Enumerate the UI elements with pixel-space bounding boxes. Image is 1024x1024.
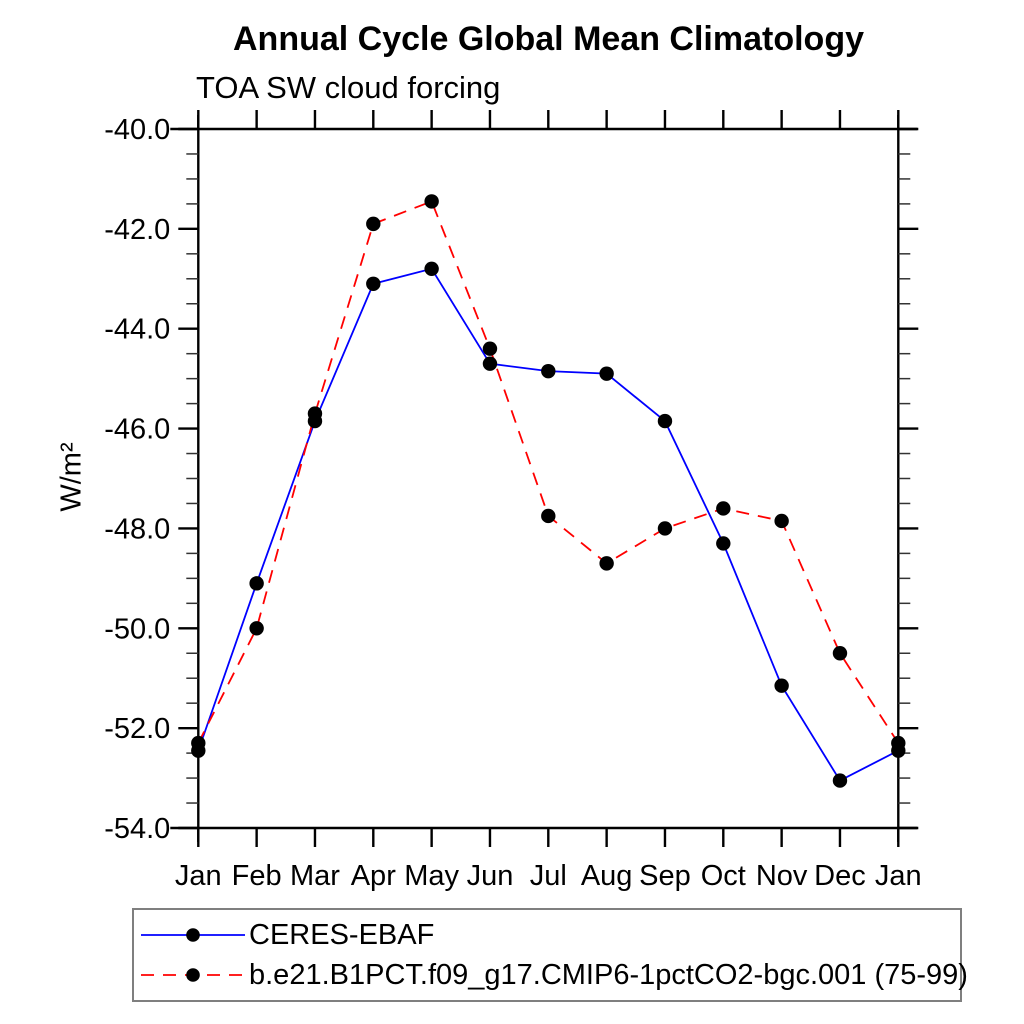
x-tick-label: Feb <box>232 860 282 892</box>
data-point-marker <box>657 521 673 536</box>
legend-item-observation: CERES-EBAF <box>140 915 960 955</box>
data-point-marker <box>424 194 439 209</box>
data-point-marker <box>541 508 556 524</box>
data-point-marker <box>657 413 673 429</box>
data-point-marker <box>832 646 848 661</box>
data-point-marker <box>832 773 848 788</box>
y-tick-label: -50.0 <box>104 613 170 645</box>
legend: CERES-EBAF b.e21.B1PCT.f09_g17.CMIP6-1pc… <box>132 908 968 1002</box>
y-tick-label: -44.0 <box>104 314 170 346</box>
data-point-marker <box>366 216 381 232</box>
x-tick-label: Mar <box>290 860 340 892</box>
x-tick-label: Dec <box>814 860 866 892</box>
legend-dashed-line-sample <box>141 968 245 982</box>
x-tick-label: Jan <box>875 860 922 892</box>
x-tick-label: Jul <box>530 860 567 892</box>
legend-label-model: b.e21.B1PCT.f09_g17.CMIP6-1pctCO2-bgc.00… <box>249 958 968 991</box>
data-point-marker <box>249 576 264 591</box>
y-tick-label: -42.0 <box>104 214 170 246</box>
legend-solid-line-sample <box>141 928 245 942</box>
data-point-marker <box>774 678 789 693</box>
y-tick-label: -54.0 <box>104 813 170 845</box>
data-point-marker <box>366 276 381 291</box>
y-tick-label: -46.0 <box>104 414 170 446</box>
data-point-marker <box>716 501 731 516</box>
series-markers-0 <box>191 261 906 788</box>
y-tick-label: -40.0 <box>104 114 170 146</box>
data-point-marker <box>482 341 498 356</box>
x-tick-label: Oct <box>701 860 746 892</box>
data-point-marker <box>424 261 439 276</box>
x-tick-label: Sep <box>639 860 691 892</box>
y-tick-label: -52.0 <box>104 713 170 745</box>
data-point-marker <box>249 621 264 636</box>
x-tick-label: Apr <box>351 860 396 892</box>
y-tick-label: -48.0 <box>104 513 170 545</box>
data-point-marker <box>774 513 789 529</box>
y-axis-ticks: -40.0 -42.0 -44.0 -46.0 -48.0 -50.0 -52.0 -54.0 <box>104 114 919 845</box>
legend-label-observation: CERES-EBAF <box>249 918 435 951</box>
chart-subtitle: TOA SW cloud forcing <box>196 70 501 105</box>
data-point-marker <box>482 356 498 371</box>
series-line-1 <box>197 200 900 744</box>
axes <box>170 115 918 842</box>
x-tick-label: May <box>404 860 459 892</box>
data-point-marker <box>891 735 906 751</box>
series-markers-1 <box>191 194 906 751</box>
legend-item-model: b.e21.B1PCT.f09_g17.CMIP6-1pctCO2-bgc.00… <box>140 955 968 995</box>
data-point-marker <box>599 366 614 381</box>
x-tick-label: Aug <box>581 860 633 892</box>
x-axis-ticks: Jan Feb Mar Apr May Jun Jul Aug Sep Oct Nov Dec Jan <box>175 110 922 892</box>
x-tick-label: Nov <box>756 860 808 892</box>
data-point-marker <box>191 735 206 751</box>
data-point-marker <box>307 406 323 421</box>
chart-title: Annual Cycle Global Mean Climatology <box>233 20 864 58</box>
data-point-marker <box>541 363 556 379</box>
data-point-marker <box>716 536 731 551</box>
data-point-marker <box>599 556 614 571</box>
series-line-0 <box>197 267 899 782</box>
x-tick-label: Jun <box>467 860 514 892</box>
x-tick-label: Jan <box>175 860 222 892</box>
